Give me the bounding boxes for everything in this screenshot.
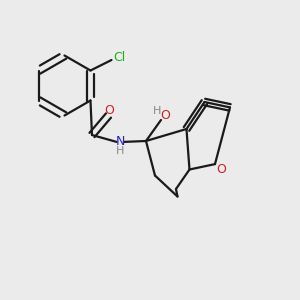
Text: Cl: Cl xyxy=(113,51,125,64)
Text: O: O xyxy=(160,109,170,122)
Text: O: O xyxy=(216,163,226,176)
Text: N: N xyxy=(116,135,125,148)
Text: H: H xyxy=(116,146,124,156)
Text: O: O xyxy=(104,103,114,117)
Text: H: H xyxy=(153,106,162,116)
